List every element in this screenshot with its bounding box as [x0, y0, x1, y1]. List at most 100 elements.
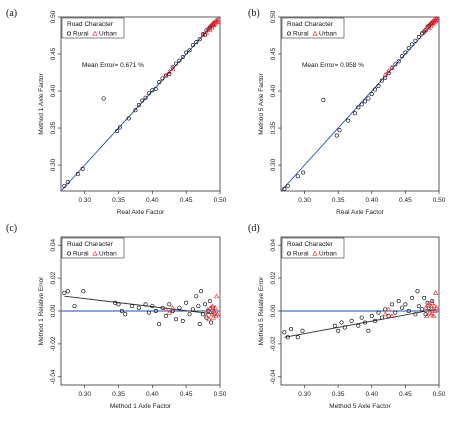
legend-title: Road Character [67, 241, 114, 248]
rural-point [184, 300, 189, 305]
urban-point [212, 304, 218, 310]
urban-point [422, 27, 429, 33]
rural-point [295, 335, 300, 340]
rural-point [160, 76, 165, 81]
urban-point [428, 303, 434, 309]
urban-point [432, 308, 438, 313]
y-tick-label: 0.02 [50, 271, 57, 284]
panel-label: (a) [6, 8, 17, 19]
y-tick-label: -0.02 [270, 336, 277, 351]
rural-point [184, 50, 189, 55]
legend-title: Road Character [287, 241, 334, 248]
rural-point [153, 308, 158, 313]
legend-urban-label: Urban [319, 251, 337, 258]
legend-box [61, 237, 125, 259]
panel-label: (d) [248, 223, 260, 234]
y-tick-label: 0.50 [50, 10, 57, 23]
urban-point [431, 19, 437, 25]
rural-point [133, 108, 138, 113]
urban-point [385, 306, 392, 312]
y-axis-title: Method 5 Relative Error [258, 276, 265, 345]
rural-point [187, 48, 192, 53]
urban-point [206, 316, 212, 322]
rural-point [190, 43, 195, 48]
rural-point [373, 87, 378, 92]
urban-point [382, 311, 388, 317]
urban-point [424, 313, 430, 318]
rural-point [285, 183, 290, 188]
rural-point [123, 312, 128, 317]
urban-point [203, 29, 210, 35]
rural-point [349, 318, 354, 323]
x-tick-label: 0.45 [399, 197, 412, 204]
x-tick-label: 0.30 [78, 197, 91, 204]
rural-point [197, 37, 202, 42]
urban-point [211, 22, 217, 28]
rural-point [163, 313, 168, 318]
x-tick-label: 0.30 [78, 391, 91, 398]
rural-point [336, 328, 341, 333]
rural-point [150, 304, 155, 309]
trend-line [284, 308, 436, 338]
rural-point [363, 320, 368, 325]
rural-point [146, 91, 151, 96]
rural-point [356, 323, 361, 328]
rural-point [115, 129, 120, 134]
x-tick-label: 0.50 [214, 197, 227, 204]
rural-point [366, 96, 371, 101]
plot-frame [280, 16, 440, 192]
rural-point [150, 88, 155, 93]
rural-point [400, 54, 405, 59]
rural-point [422, 295, 427, 300]
rural-point [403, 50, 408, 55]
urban-point [422, 304, 429, 310]
x-tick-label: 0.40 [365, 391, 378, 398]
rural-point [62, 183, 67, 188]
rural-point [65, 289, 70, 294]
urban-point [389, 64, 395, 70]
reference-line [60, 16, 221, 192]
rural-point [379, 78, 384, 83]
legend-rural-marker [67, 31, 72, 36]
rural-point [430, 299, 435, 304]
y-tick-label: 0.50 [270, 10, 277, 23]
plot-frame [60, 16, 221, 192]
rural-point [373, 318, 378, 323]
x-tick-label: 0.45 [180, 197, 193, 204]
urban-point [214, 19, 220, 25]
rural-point [146, 310, 151, 315]
y-tick-label: 0.00 [270, 304, 277, 317]
rural-point [339, 320, 344, 325]
rural-point [295, 174, 300, 179]
urban-point [431, 313, 437, 318]
legend-rural-label: Rural [73, 31, 89, 38]
y-tick-label: 0.35 [50, 121, 57, 134]
x-tick-label: 0.35 [112, 197, 125, 204]
rural-point [403, 302, 408, 307]
y-tick-label: 0.45 [50, 47, 57, 60]
rural-point [416, 304, 421, 309]
rural-point [174, 317, 179, 322]
rural-point [75, 171, 80, 176]
y-tick-label: 0.30 [270, 158, 277, 171]
rural-point [197, 322, 202, 327]
panel-label: (c) [6, 223, 17, 234]
legend-title: Road Character [67, 21, 114, 28]
trend-line [64, 295, 217, 315]
legend-rural-marker [286, 251, 291, 256]
rural-point [119, 308, 124, 313]
rural-point [321, 97, 326, 102]
legend-box [61, 17, 125, 39]
rural-point [196, 304, 201, 309]
rural-point [177, 305, 182, 310]
urban-point [211, 309, 218, 315]
x-tick-label: 0.50 [433, 391, 446, 398]
rural-point [363, 99, 368, 104]
rural-point [415, 289, 420, 294]
x-tick-label: 0.45 [180, 391, 193, 398]
legend-urban-marker [312, 250, 318, 256]
rural-point [113, 300, 118, 305]
x-tick-label: 0.50 [214, 391, 227, 398]
rural-point [117, 125, 122, 130]
y-tick-label: -0.04 [270, 369, 277, 384]
